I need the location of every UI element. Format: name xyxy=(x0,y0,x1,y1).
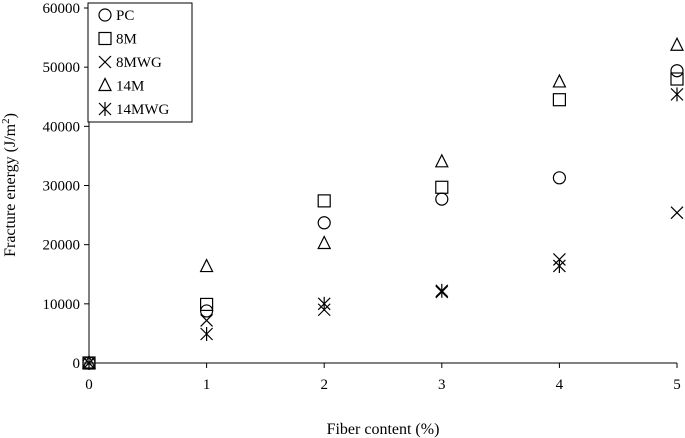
x-tick-label: 4 xyxy=(556,377,564,393)
legend-item-8mwg: 8MWG xyxy=(98,55,162,71)
x-axis-title: Fiber content (%) xyxy=(327,421,440,438)
y-axis-title: Fracture energy (J/m2) xyxy=(0,113,19,257)
legend-marker-8m xyxy=(98,31,112,46)
y-tick-label: 60000 xyxy=(43,1,81,17)
legend-marker-14m xyxy=(98,77,112,92)
legend-marker-pc xyxy=(98,8,112,22)
point-14m xyxy=(434,153,449,168)
point-8m xyxy=(317,194,331,208)
point-14mwg xyxy=(200,327,214,342)
legend-label: 8MWG xyxy=(116,55,162,71)
x-tick-label: 3 xyxy=(438,377,446,393)
point-14mwg xyxy=(82,356,96,370)
point-14m xyxy=(552,73,567,88)
point-8mwg xyxy=(670,206,684,220)
y-tick-label: 40000 xyxy=(43,119,81,135)
y-tick-label: 30000 xyxy=(43,179,81,195)
axis-ticks: 0 10000 20000 30000 40000 50000 60000 0 1 2 3 4 5 xyxy=(43,1,681,393)
point-pc xyxy=(552,171,567,185)
y-axis-title-tail: ) xyxy=(2,113,19,118)
legend-label: 8M xyxy=(116,32,137,48)
x-tick-label: 1 xyxy=(203,377,211,393)
y-axis-title-sup: 2 xyxy=(0,118,12,124)
y-axis-title-main: Fracture energy (J/m xyxy=(2,123,19,257)
legend: PC 8M 8MWG 14M 14MWG xyxy=(87,2,193,123)
y-tick-label: 0 xyxy=(73,356,81,372)
point-pc xyxy=(670,64,684,78)
legend-marker-14mwg xyxy=(98,102,112,116)
legend-label: 14MWG xyxy=(116,102,169,118)
legend-item-pc: PC xyxy=(98,8,134,24)
point-8m xyxy=(670,72,684,86)
x-tick-label: 5 xyxy=(673,377,681,393)
series-8mwg xyxy=(82,206,684,370)
legend-item-8m: 8M xyxy=(98,31,137,48)
point-14mwg xyxy=(552,258,566,273)
point-14m xyxy=(317,235,332,250)
point-8mwg xyxy=(200,313,214,327)
x-tick-label: 0 xyxy=(85,377,93,393)
y-tick-label: 20000 xyxy=(43,238,81,254)
legend-label: 14M xyxy=(116,79,144,95)
legend-item-14m: 14M xyxy=(98,77,144,95)
point-14m xyxy=(670,36,684,51)
legend-item-14mwg: 14MWG xyxy=(98,102,169,118)
point-14mwg xyxy=(317,296,331,311)
y-tick-label: 50000 xyxy=(43,60,81,76)
legend-label: PC xyxy=(116,8,134,24)
series-14mwg xyxy=(82,87,684,370)
point-8m xyxy=(552,93,567,107)
x-tick-label: 2 xyxy=(320,377,328,393)
legend-marker-8mwg xyxy=(98,55,112,69)
data-points xyxy=(82,36,684,370)
point-pc xyxy=(435,192,449,206)
point-8m xyxy=(200,297,214,312)
point-14m xyxy=(199,258,214,273)
point-14mwg xyxy=(670,87,684,102)
y-tick-label: 10000 xyxy=(43,297,81,313)
point-8m xyxy=(435,180,449,194)
point-14mwg xyxy=(435,283,449,298)
point-pc xyxy=(317,216,331,230)
series-14m xyxy=(82,36,684,369)
